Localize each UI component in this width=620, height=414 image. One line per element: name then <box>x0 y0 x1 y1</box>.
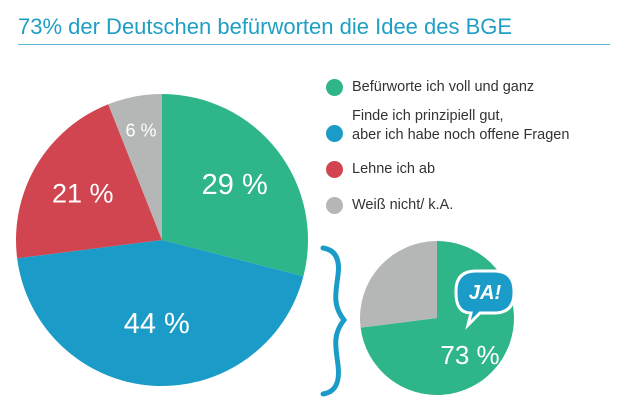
legend-label: Finde ich prinzipiell gut, aber ich habe… <box>352 108 570 143</box>
small-pie-label-yes: 73 % <box>440 340 499 370</box>
curly-brace-icon <box>320 245 348 397</box>
pie-slice-wei-nicht-k-a <box>108 94 162 240</box>
pie-label-wei-nicht-k-a: 6 % <box>125 120 156 140</box>
legend-swatch <box>326 161 343 178</box>
pie-label-bef-rworte-ich-voll-und-ganz: 29 % <box>202 169 268 201</box>
ja-badge-text: JA! <box>469 282 502 304</box>
pie-slice-bef-rworte-ich-voll-und-ganz <box>162 94 308 277</box>
pie-slice-finde-ich-prinzipiell-gut-aber-ich-habe-noch-offene-fragen <box>17 240 304 386</box>
legend-label: Befürworte ich voll und ganz <box>352 79 535 95</box>
legend-swatch <box>326 79 343 96</box>
main-pie-labels: 29 % 44 % 21 % 6 % <box>52 120 268 340</box>
legend-label: Lehne ich ab <box>352 161 436 177</box>
main-pie <box>15 94 308 386</box>
small-pie <box>360 241 515 396</box>
pie-slice-rest <box>360 241 437 328</box>
legend-swatch <box>326 197 343 214</box>
pie-label-finde-ich-prinzipiell-gut-aber-ich-habe-noch-offene-fragen: 44 % <box>124 308 190 340</box>
chart-title: 73% der Deutschen befürworten die Idee d… <box>18 14 513 39</box>
pie-slice-lehne-ich-ab <box>15 104 162 259</box>
speech-bubble-icon: JA! <box>454 269 516 330</box>
pie-label-lehne-ich-ab: 21 % <box>52 179 114 209</box>
legend-swatch <box>326 125 343 142</box>
title-divider <box>18 44 610 45</box>
legend-label: Weiß nicht/ k.A. <box>352 197 454 213</box>
